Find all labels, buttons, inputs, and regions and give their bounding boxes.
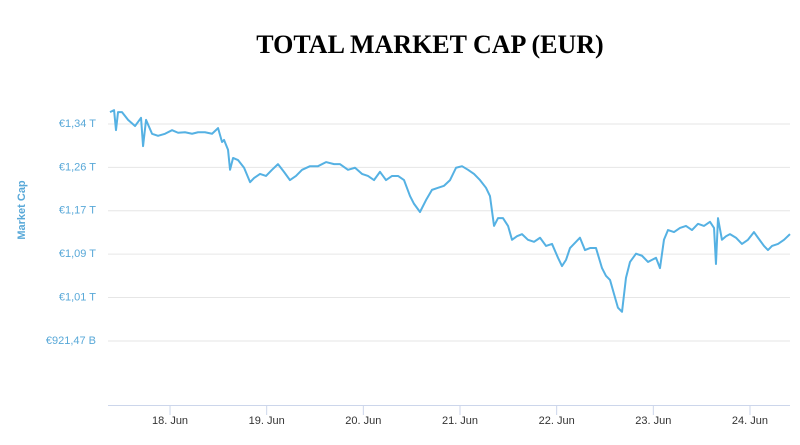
chart-title: TOTAL MARKET CAP (EUR) [256,30,603,59]
x-tick-label: 23. Jun [635,415,671,427]
y-axis-label: Market Cap [16,180,28,240]
y-tick-label: €1,26 T [59,161,96,173]
y-tick-label: €1,34 T [59,118,96,130]
x-tick-label: 21. Jun [442,415,478,427]
y-tick-label: €1,17 T [59,205,96,217]
y-tick-label: €1,01 T [59,291,96,303]
y-tick-label: €1,09 T [59,248,96,260]
y-tick-label: €921,47 B [46,335,96,347]
x-tick-label: 22. Jun [539,415,575,427]
x-tick-label: 18. Jun [152,415,188,427]
x-tick-label: 24. Jun [732,415,768,427]
series-line [109,109,791,313]
x-tick-label: 20. Jun [345,415,381,427]
x-tick-label: 19. Jun [249,415,285,427]
